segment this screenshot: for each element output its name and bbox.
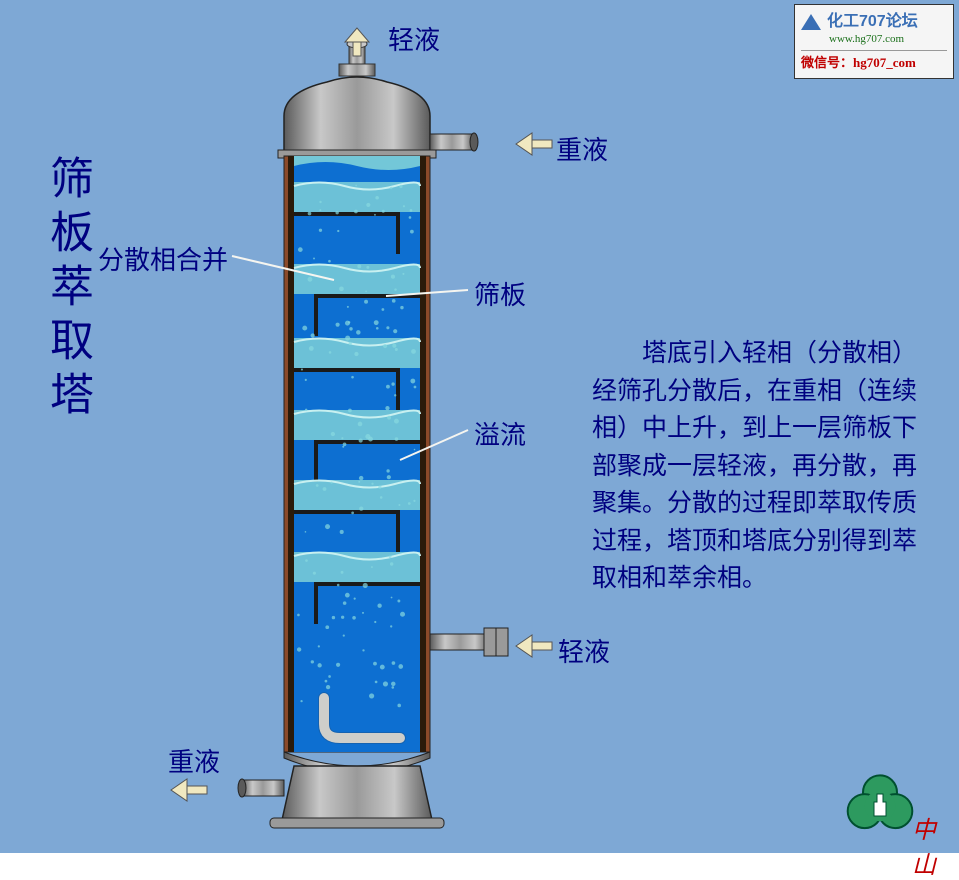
main-title: 筛板萃取塔 [35, 155, 99, 425]
label-overflow: 溢流 [474, 415, 526, 452]
label-light-liquid-top: 轻液 [388, 20, 440, 57]
watermark-url: www.hg707.com [829, 31, 947, 49]
university-logo-icon [846, 772, 914, 840]
label-light-liquid-in: 轻液 [558, 632, 610, 669]
label-sieve-plate: 筛板 [474, 275, 526, 312]
label-heavy-liquid-out: 重液 [168, 742, 220, 779]
label-heavy-liquid-in: 重液 [556, 130, 608, 167]
diagram-canvas: 筛板萃取塔 轻液 重液 分散相合并 筛板 溢流 轻液 重液 塔底引入轻相（分散相… [0, 0, 959, 853]
watermark-logo-icon [801, 14, 821, 30]
watermark-box: 化工707论坛 www.hg707.com 微信号：hg707_com [794, 4, 954, 79]
description-text: 塔底引入轻相（分散相）经筛孔分散后，在重相（连续相）中上升，到上一层筛板下部聚成… [592, 335, 937, 598]
label-disperse-merge: 分散相合并 [98, 240, 228, 277]
watermark-wechat: 微信号：hg707_com [801, 50, 947, 74]
university-name: 中山 [912, 810, 959, 880]
